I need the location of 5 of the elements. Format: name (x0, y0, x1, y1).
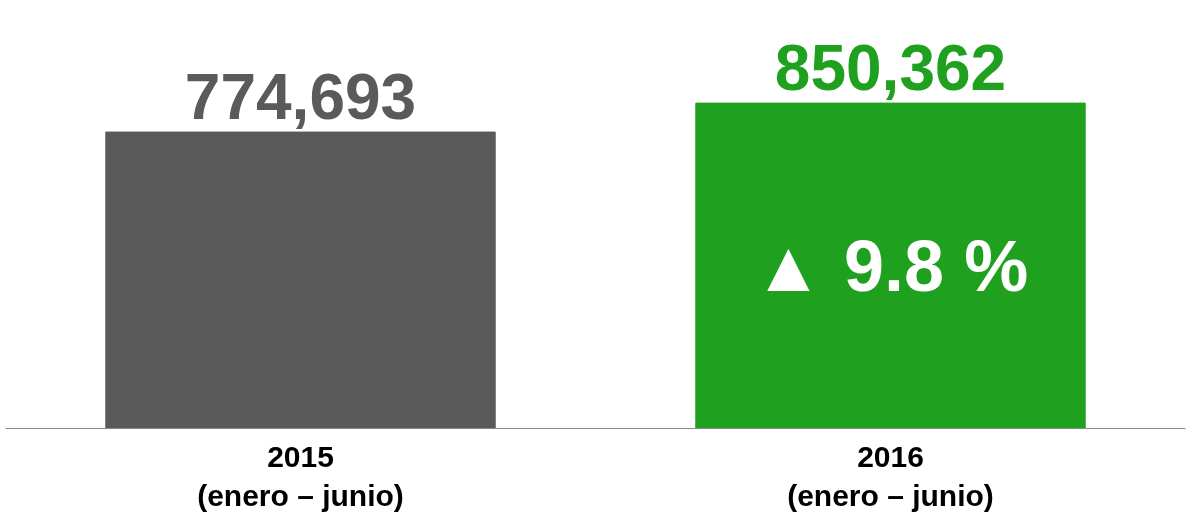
annotation: ▲ 9.8 % (752, 225, 1029, 306)
x-tick-label: 2015 (enero – junio) (197, 439, 404, 513)
data-label: 774,693 (184, 61, 417, 134)
x-tick-label: 2016 (enero – junio) (787, 439, 994, 513)
data-label: 850,362 (774, 32, 1007, 105)
